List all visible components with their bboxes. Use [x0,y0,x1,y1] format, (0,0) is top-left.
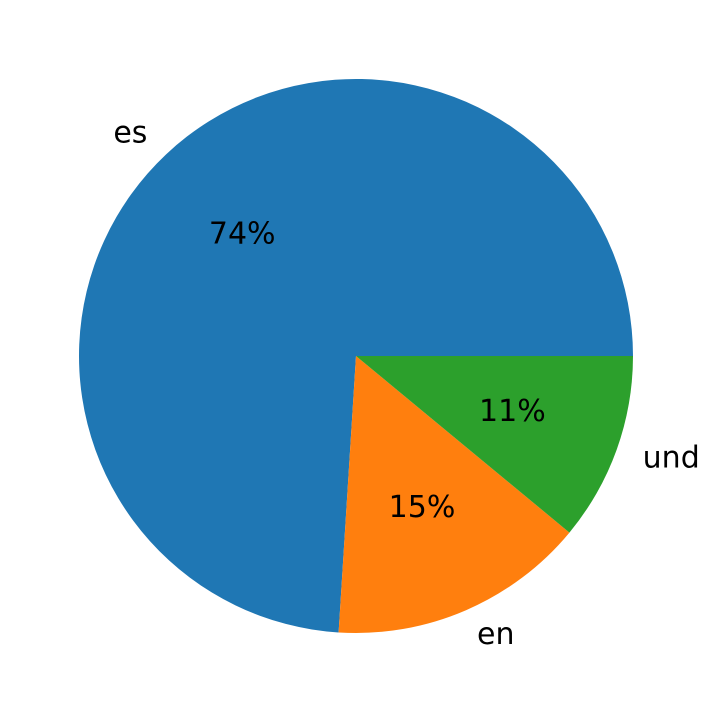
percent-label: 74% [209,216,276,251]
percent-label: 15% [389,490,456,525]
pie-slice [356,356,633,533]
slice-label: en [477,617,514,652]
pie-slice [78,78,634,633]
slice-label: und [643,441,700,476]
percent-label: 11% [479,394,546,429]
slice-label: es [113,115,147,150]
pie-slice [338,356,570,633]
